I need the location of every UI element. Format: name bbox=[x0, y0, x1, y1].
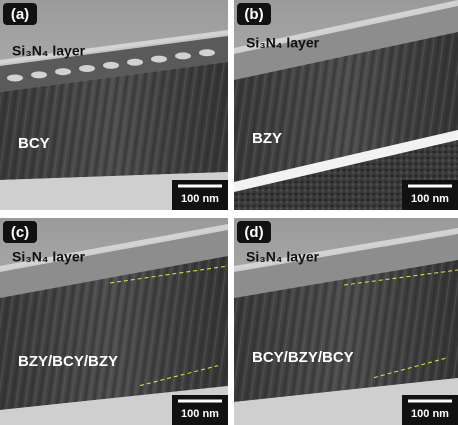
panel: (a) Si₃N₄ layer BCY 100 nm bbox=[0, 0, 228, 210]
layer-label: Si₃N₄ layer bbox=[12, 249, 86, 265]
layer-label: Si₃N₄ layer bbox=[12, 43, 86, 59]
film-label: BCY/BZY/BCY bbox=[252, 349, 354, 366]
void bbox=[79, 65, 95, 72]
scale-bar-label: 100 nm bbox=[411, 193, 449, 205]
panel: (d) Si₃N₄ layer BCY/BZY/BCY 100 nm bbox=[234, 218, 458, 425]
void bbox=[103, 62, 119, 69]
panel-label: (b) bbox=[244, 6, 263, 23]
film-label: BZY/BCY/BZY bbox=[18, 353, 118, 370]
void bbox=[127, 59, 143, 66]
scale-bar-label: 100 nm bbox=[411, 408, 449, 420]
panel: (c) Si₃N₄ layer BZY/BCY/BZY 100 nm bbox=[0, 218, 228, 425]
void bbox=[175, 52, 191, 59]
page: {"panels": [ {"label": "(a)", "layer_lab… bbox=[0, 0, 458, 425]
scale-bar-label: 100 nm bbox=[181, 193, 219, 205]
layer-label: Si₃N₄ layer bbox=[246, 249, 320, 265]
panel-label: (c) bbox=[11, 224, 29, 241]
layer-label: Si₃N₄ layer bbox=[246, 35, 320, 51]
void bbox=[55, 68, 71, 75]
scale-bar-label: 100 nm bbox=[181, 408, 219, 420]
figure: (a) Si₃N₄ layer BCY 100 nm (b) Si₃N₄ layer BZY… bbox=[0, 0, 458, 425]
void bbox=[31, 71, 47, 78]
panel-label: (d) bbox=[244, 224, 263, 241]
panel-label: (a) bbox=[11, 6, 29, 23]
film-label: BZY bbox=[252, 130, 282, 147]
panel: (b) Si₃N₄ layer BZY 100 nm bbox=[234, 0, 458, 210]
void bbox=[199, 49, 215, 56]
void bbox=[151, 56, 167, 63]
film-label: BCY bbox=[18, 135, 50, 152]
void bbox=[7, 75, 23, 82]
